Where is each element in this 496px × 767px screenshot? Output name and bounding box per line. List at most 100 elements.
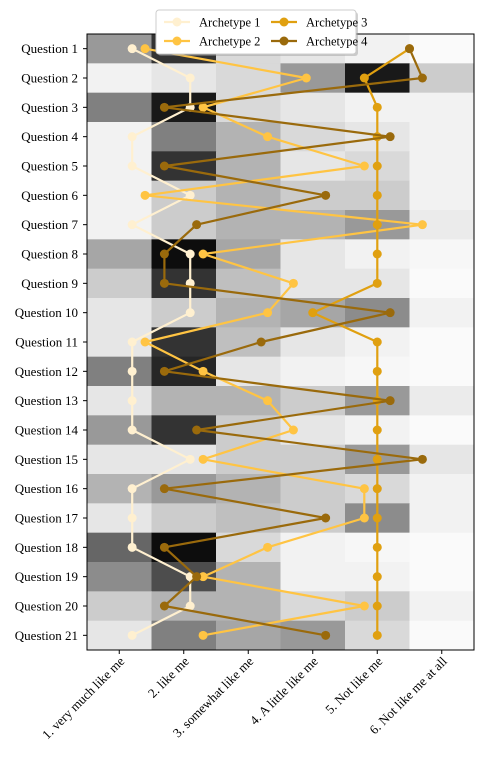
y-tick-label: Question 2 [21,71,78,86]
data-point [159,102,169,112]
heatmap-cell [409,298,475,328]
legend-item[interactable]: Archetype 4 [271,35,368,49]
heatmap-cell [409,122,475,152]
data-point [288,278,298,288]
data-point [127,161,137,171]
data-point [185,190,195,200]
y-tick-label: Question 10 [15,305,78,320]
heatmap-cell [409,239,475,270]
data-point [159,542,169,552]
data-point [198,102,208,112]
data-point [359,73,369,83]
data-point [372,278,382,288]
data-point [372,484,382,494]
heatmap-cell [87,620,152,651]
y-tick-label: Question 9 [21,276,78,291]
data-point [192,572,202,582]
heatmap-cell [280,562,346,592]
data-point [127,44,137,54]
data-point [263,396,273,406]
legend-label: Archetype 1 [199,16,260,30]
heatmap-cell [280,180,346,211]
data-point [372,249,382,259]
y-tick-label: Question 21 [15,628,78,643]
heatmap-cell [345,298,410,328]
heatmap-cell [216,151,281,182]
data-point [192,425,202,435]
legend-item[interactable]: Archetype 2 [164,35,260,49]
data-point [198,366,208,376]
data-point [372,102,382,112]
data-point [127,484,137,494]
y-tick-label: Question 16 [15,481,79,496]
x-tick-label: 5. Not like me [322,653,385,716]
data-point [372,337,382,347]
heatmap-cell [87,92,152,123]
y-tick-label: Question 5 [21,159,78,174]
heatmap-cell [87,122,152,152]
data-point [198,249,208,259]
series-4 [159,44,427,640]
data-point [159,161,169,171]
legend-item[interactable]: Archetype 3 [271,16,367,30]
data-point [372,572,382,582]
data-point [359,161,369,171]
legend-label: Archetype 3 [306,16,367,30]
heatmap-cell [409,562,475,592]
y-tick-label: Question 3 [21,100,78,115]
data-point [417,454,427,464]
data-point [308,308,318,318]
data-point [417,220,427,230]
heatmap-cell [409,386,475,416]
legend-box [155,9,357,55]
data-point [372,601,382,611]
data-point [359,513,369,523]
data-point [185,73,195,83]
heatmap-cell [280,620,346,651]
data-point [385,132,395,142]
data-point [372,220,382,230]
heatmap-cell [151,63,217,94]
heatmap-cell [409,92,475,123]
series-layer [127,44,427,640]
data-point [263,542,273,552]
data-point [159,249,169,259]
heatmap-cell [216,210,281,240]
data-point [192,220,202,230]
heatmap-cell [151,503,217,534]
heatmap-cell [151,122,217,152]
data-point [359,484,369,494]
heatmap-cell [87,386,152,416]
data-point [321,190,331,200]
data-point [198,630,208,640]
heatmap-cell [151,298,217,328]
y-tick-label: Question 20 [15,599,78,614]
legend[interactable]: Archetype 1 Archetype 2 Archetype 3 Archety… [155,9,368,56]
data-point [185,454,195,464]
x-tick-label: 1. very much like me [39,653,128,742]
data-point [263,132,273,142]
y-tick-label: Question 15 [15,452,78,467]
data-point [372,425,382,435]
heatmap-cell [280,503,346,534]
data-point [127,132,137,142]
heatmap-cell [87,415,152,446]
heatmap-cell [409,415,475,446]
legend-item[interactable]: Archetype 1 [164,16,260,30]
y-tick-label: Question 14 [15,423,79,438]
heatmap-cell [216,591,281,622]
legend-label: Archetype 2 [199,35,260,49]
data-point [127,337,137,347]
heatmap-cell [87,444,152,475]
data-point [127,513,137,523]
data-point [185,572,195,582]
data-point [159,366,169,376]
heatmap-cell [409,268,475,299]
legend-label: Archetype 4 [306,35,368,49]
heatmap-cell [87,503,152,534]
heatmap-cell [151,180,217,211]
data-point [321,630,331,640]
data-point [301,73,311,83]
